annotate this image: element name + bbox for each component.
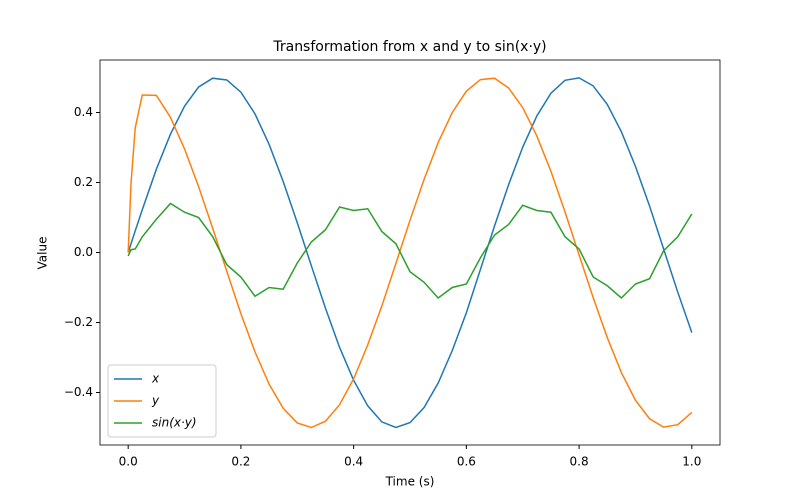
legend-label: sin(x·y) [152,416,197,430]
line [127,202,693,300]
x-tick-label: 0.6 [457,455,476,469]
x-tick-label: 1.0 [682,455,701,469]
x-axis-label: Time (s) [385,475,435,489]
line [127,77,693,429]
x-tick-label: 0.2 [231,455,250,469]
axes-frame [99,59,721,446]
x-tick-label: 0.0 [119,455,138,469]
y-tick-label: −0.2 [64,315,93,329]
legend: xy sin(x·y) [107,364,217,438]
chart-title: Transformation from x and y to sin(x·y) [272,39,546,55]
y-tick-label: 0.4 [74,105,93,119]
x-tick-label: 0.8 [570,455,589,469]
y-tick-label: 0.0 [74,245,93,259]
y-axis-label: Value [36,237,50,270]
y-tick-label: −0.4 [64,385,93,399]
legend-box [107,364,217,438]
x-tick-label: 0.4 [344,455,363,469]
legend-label: y [151,394,160,408]
y-tick-label: 0.2 [74,175,93,189]
legend-label: x [151,372,160,386]
line [127,77,693,429]
